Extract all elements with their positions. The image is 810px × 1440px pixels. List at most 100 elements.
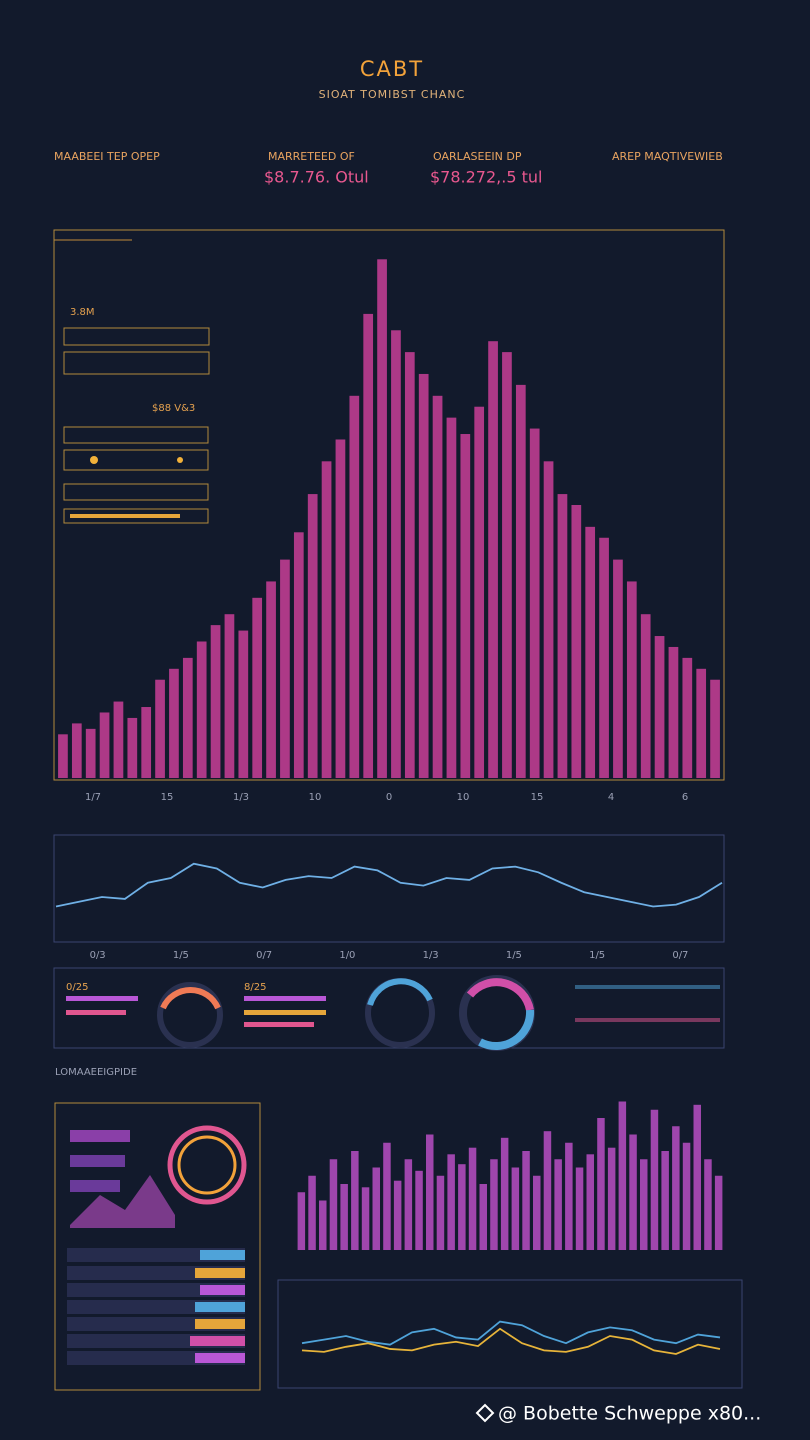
bar [415,1170,423,1250]
bar [308,1175,316,1250]
bar [585,526,596,778]
x-tick-label: 1/5 [589,950,605,961]
stat-value: $8.7.76. Otul [264,168,369,187]
bar [224,614,235,778]
bar [446,417,457,778]
stat-label: MAABEEI TEP OPEP [54,150,160,163]
side-label: $88 V&3 [152,403,195,414]
bar [404,352,415,778]
widget-label: 0/25 [66,982,88,993]
x-tick-label: 4 [608,792,614,803]
line [301,1327,721,1355]
stat-label: MARRETEED OF [268,150,355,163]
bar [436,1175,445,1250]
bar [640,614,651,778]
bar [668,646,679,778]
x-tick-label: 15 [531,792,544,803]
bar [458,1164,466,1250]
bar [586,1154,594,1250]
bar [533,1175,541,1250]
bar [607,1147,616,1250]
bar [488,341,498,778]
bar [522,1151,530,1250]
widget-label: 8/25 [244,982,266,993]
bar [393,1180,402,1250]
x-tick-label: 1/0 [339,950,355,961]
bar [252,597,263,778]
bar [307,494,318,778]
bar [196,641,207,778]
bar [474,406,485,778]
bar [113,701,124,778]
bar [155,679,165,778]
gauges [53,967,725,1051]
bar [575,1167,584,1250]
bar [340,1184,348,1250]
x-tick-label: 0/3 [90,950,106,961]
bar [377,259,387,778]
bar [529,428,540,778]
bar [71,723,82,778]
bar [372,1167,380,1250]
bar [479,1184,487,1250]
x-tick-label: 1/3 [423,950,439,961]
bar [511,1167,520,1250]
bar [426,1134,434,1250]
bar [293,532,304,778]
bar [557,494,568,778]
bar [182,657,193,778]
stat-value: $78.272,.5 tul [430,168,542,187]
bar [693,1104,701,1250]
subtitle: SIOAT TOMIBST CHANC [319,88,466,101]
bar [543,461,554,778]
x-tick-label: 10 [309,792,322,803]
bar [654,636,665,778]
bar [404,1159,413,1250]
x-tick-label: 15 [161,792,174,803]
bar [99,712,110,778]
left-controls [54,239,210,524]
bar [335,439,346,778]
bar [502,352,512,778]
bar [210,625,221,778]
bar [460,434,471,778]
bar [319,1200,327,1250]
bar [351,1151,359,1250]
bar [391,330,401,778]
bar [597,1118,605,1250]
bottom-line-frame [277,1279,743,1389]
x-tick-label: 10 [457,792,470,803]
bar [613,559,623,778]
line-chart-frame [53,834,725,943]
bar [297,1192,306,1250]
bar [58,734,68,778]
bar [266,581,276,778]
bar [349,395,360,778]
bar [85,728,96,778]
x-tick-label: 1/5 [173,950,189,961]
bar [682,657,693,778]
bar [321,461,332,778]
bar [682,1142,691,1250]
side-label: 3.8M [70,307,95,318]
bar [704,1159,712,1250]
watermark: @ Bobette Schweppe x80... [475,1403,761,1425]
bar [696,668,707,778]
bar [565,1142,573,1250]
bar [571,505,582,778]
x-tick-label: 6 [682,792,688,803]
bar [383,1142,391,1250]
main-chart-frame [53,229,725,781]
bar [543,1131,552,1250]
section-label: LOMAAEEIGPIDE [55,1067,137,1078]
bar [672,1126,680,1250]
bar [280,559,290,778]
bar [629,1134,637,1250]
x-tick-label: 1/5 [506,950,522,961]
bar [169,668,179,778]
bar [714,1175,723,1250]
bar [618,1101,627,1250]
bar [515,384,526,778]
x-tick-label: 1/3 [233,792,249,803]
